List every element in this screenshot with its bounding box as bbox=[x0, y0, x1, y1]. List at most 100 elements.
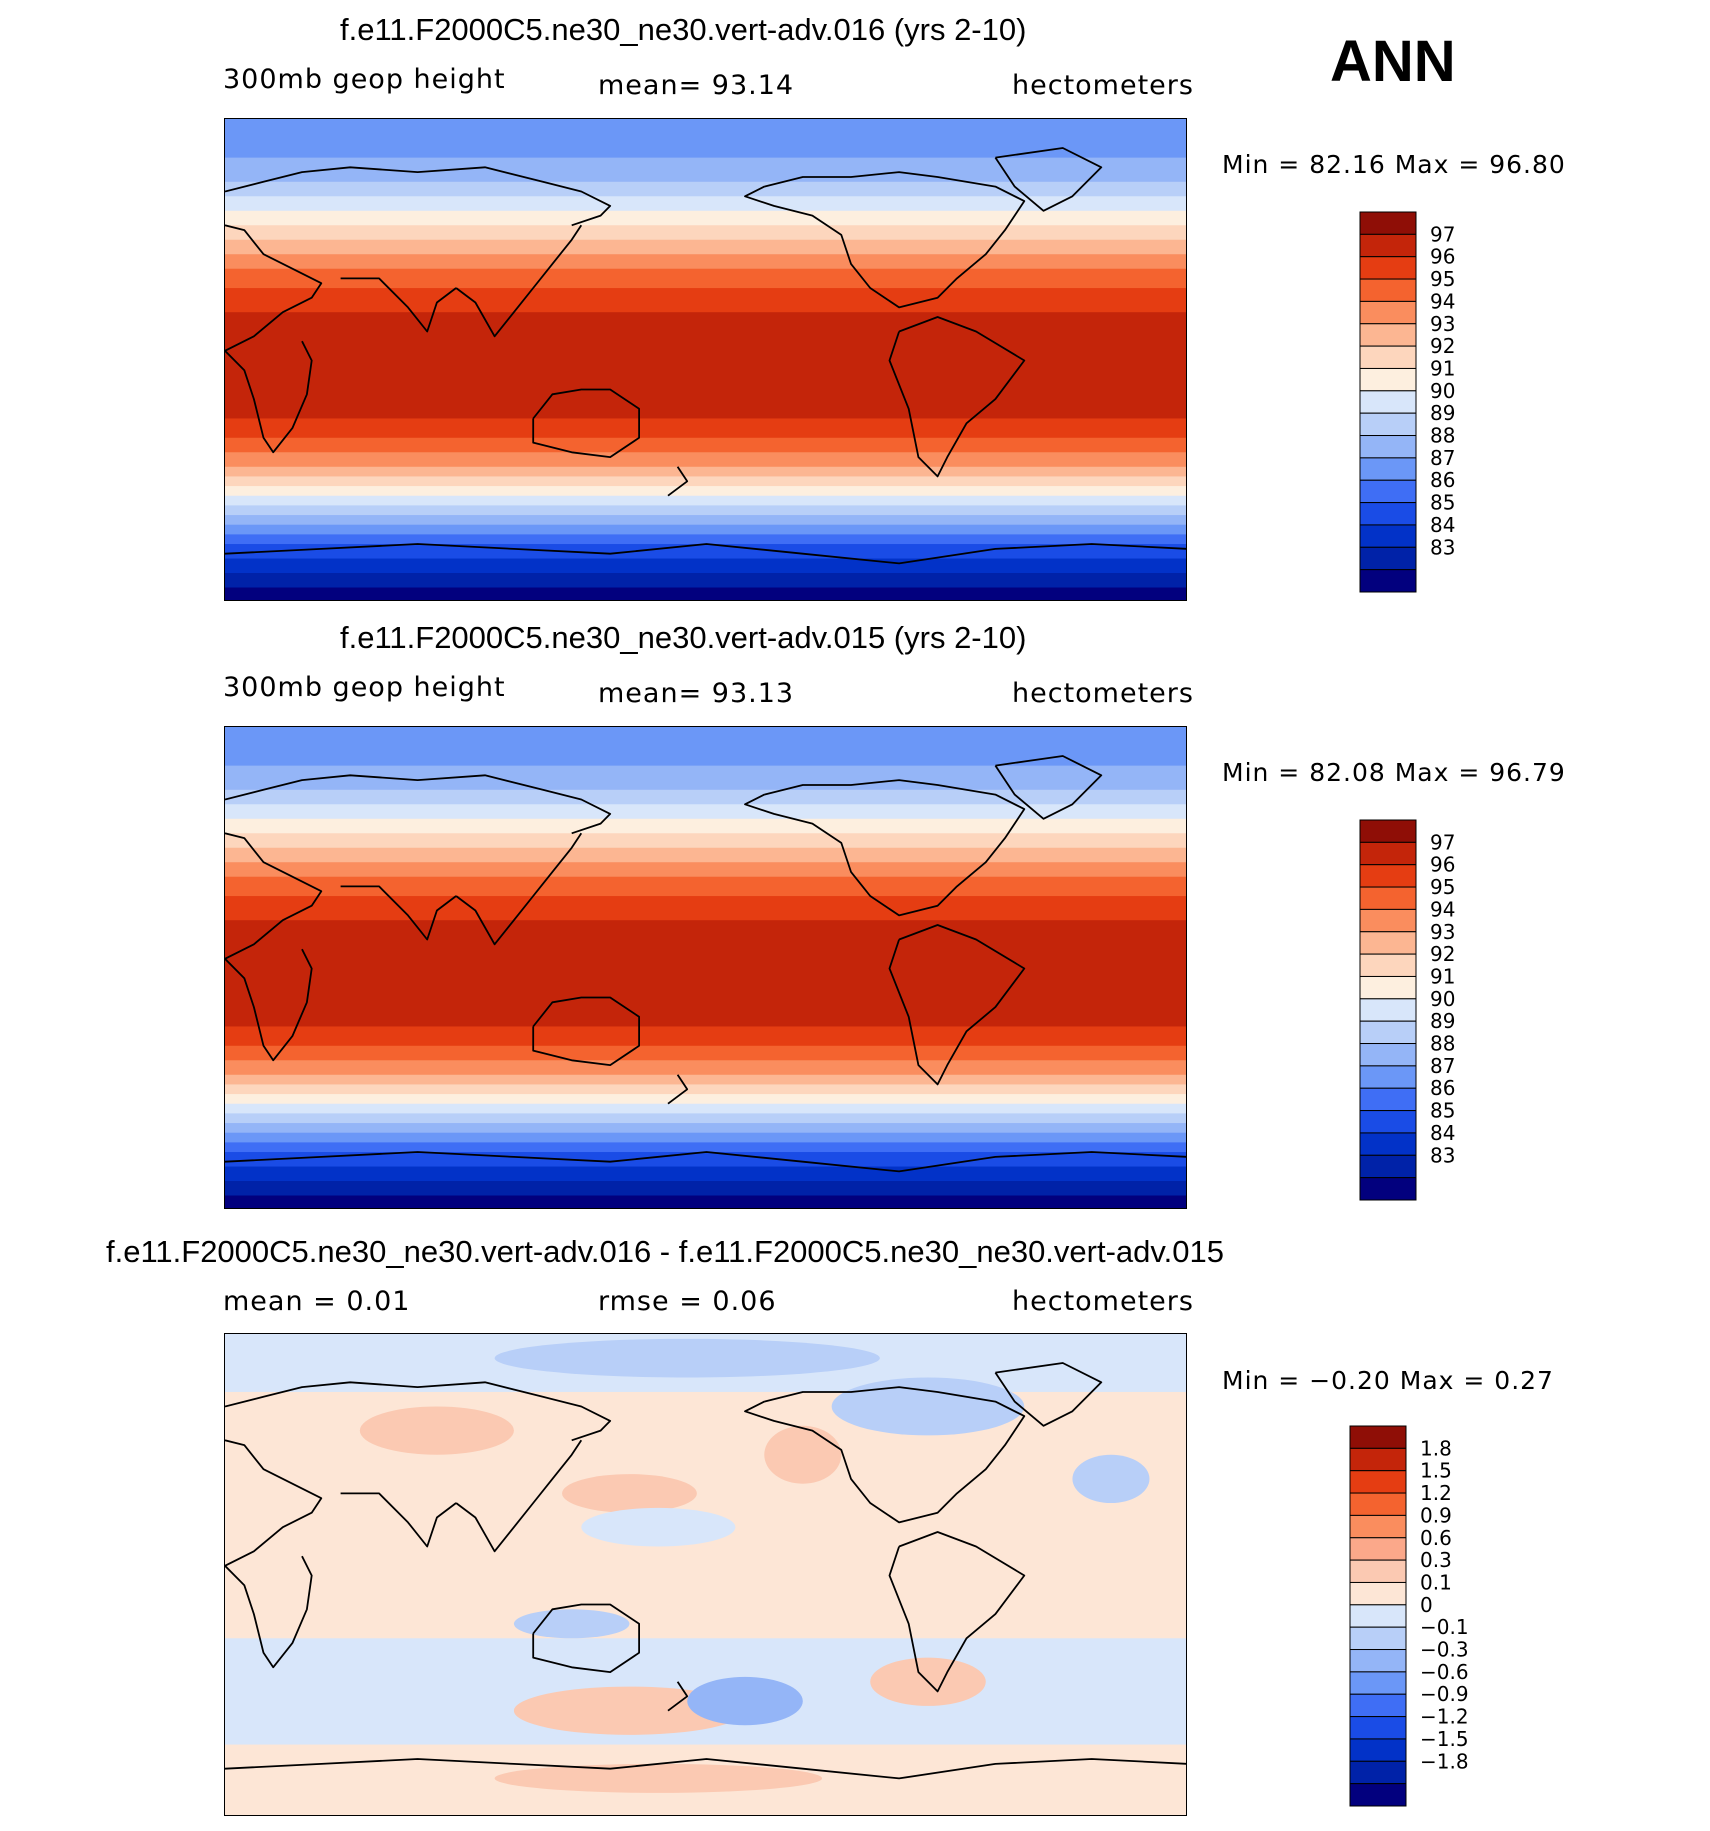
colorbar-swatch bbox=[1359, 457, 1417, 481]
colorbar-tick-label: 92 bbox=[1430, 334, 1455, 358]
panel-3-title: f.e11.F2000C5.ne30_ne30.vert-adv.016 - f… bbox=[106, 1234, 1224, 1269]
colorbar-swatch bbox=[1359, 323, 1417, 347]
contour-band bbox=[225, 1084, 1186, 1096]
colorbar-tick-label: 95 bbox=[1430, 875, 1455, 899]
colorbar-swatch bbox=[1359, 1043, 1417, 1067]
contour-band bbox=[225, 833, 1186, 849]
colorbar-tick-label: 91 bbox=[1430, 964, 1455, 988]
contour-band bbox=[225, 196, 1186, 212]
colorbar-swatch bbox=[1359, 412, 1417, 437]
colorbar-swatch bbox=[1349, 1604, 1407, 1628]
coastline bbox=[225, 1151, 1186, 1173]
coastline bbox=[994, 147, 1103, 212]
colorbar-tick-label: 89 bbox=[1430, 1009, 1455, 1033]
coastline bbox=[532, 996, 641, 1067]
panel-1-minmax: Min = 82.16 Max = 96.80 bbox=[1222, 150, 1566, 179]
panel-2-variable: 300mb geop height bbox=[223, 672, 506, 703]
colorbar-tick-label: 88 bbox=[1430, 424, 1455, 448]
colorbar-swatch bbox=[1359, 841, 1417, 866]
colorbar-swatch bbox=[1359, 211, 1417, 235]
colorbar-tick-label: −1.2 bbox=[1420, 1705, 1469, 1729]
coastline bbox=[455, 1439, 583, 1553]
coastline bbox=[225, 543, 1186, 565]
colorbar-tick-label: 95 bbox=[1430, 267, 1455, 291]
colorbar-swatch bbox=[1359, 953, 1417, 977]
colorbar-tick-label: 0.3 bbox=[1420, 1548, 1452, 1572]
colorbar-swatch bbox=[1359, 1177, 1417, 1201]
colorbar-swatch bbox=[1349, 1738, 1407, 1762]
contour-band bbox=[225, 1060, 1186, 1076]
colorbar-tick-label: 88 bbox=[1430, 1032, 1455, 1056]
colorbar-tick-label: 84 bbox=[1430, 1121, 1455, 1145]
contour-band bbox=[225, 418, 1186, 439]
panel-2-map bbox=[224, 726, 1187, 1209]
colorbar-swatch bbox=[1349, 1716, 1407, 1740]
panel-2-colorbar: 97 96 95 94 93 92 91 90 89 88 87 86 85 84 83 bbox=[1359, 819, 1520, 1201]
contour-band bbox=[225, 239, 1186, 256]
contour-band bbox=[225, 1045, 1186, 1062]
contour-anomaly bbox=[359, 1406, 514, 1455]
contour-band bbox=[225, 818, 1186, 835]
panel-1-variable: 300mb geop height bbox=[223, 64, 506, 95]
colorbar-tick-label: 94 bbox=[1430, 897, 1455, 921]
colorbar-tick-label: 0.1 bbox=[1420, 1570, 1452, 1594]
coastline bbox=[994, 755, 1103, 820]
contour-band bbox=[225, 920, 1186, 1028]
contour-band bbox=[225, 558, 1186, 575]
contour-band bbox=[225, 515, 1186, 526]
contour-band bbox=[225, 804, 1186, 820]
colorbar-tick-label: 84 bbox=[1430, 513, 1455, 537]
coastline bbox=[888, 924, 1026, 1086]
panel-2-minmax: Min = 82.08 Max = 96.79 bbox=[1222, 758, 1566, 787]
contour-band bbox=[225, 876, 1186, 898]
colorbar-swatch bbox=[1359, 1110, 1417, 1134]
contour-band bbox=[225, 1181, 1186, 1197]
contour-band bbox=[225, 505, 1186, 517]
colorbar-swatch bbox=[1359, 300, 1417, 325]
colorbar-swatch bbox=[1359, 886, 1417, 910]
coastline bbox=[225, 1758, 1186, 1780]
colorbar-swatch bbox=[1359, 390, 1417, 414]
colorbar-tick-label: 92 bbox=[1430, 942, 1455, 966]
colorbar-swatch bbox=[1349, 1537, 1407, 1561]
season-label: ANN bbox=[1330, 29, 1456, 94]
colorbar-tick-label: 97 bbox=[1430, 222, 1455, 246]
coastline bbox=[225, 1555, 313, 1669]
contour-anomaly bbox=[831, 1377, 1025, 1436]
coastline bbox=[455, 224, 583, 338]
contour-band bbox=[225, 119, 1186, 159]
panel-3-map bbox=[224, 1333, 1187, 1816]
panel-2-units: hectometers bbox=[1012, 678, 1194, 709]
coastline bbox=[744, 171, 1026, 309]
contour-band bbox=[225, 254, 1186, 270]
colorbar-swatch bbox=[1359, 1154, 1417, 1179]
panel-3-mean: mean = 0.01 bbox=[223, 1286, 411, 1317]
colorbar-swatch bbox=[1349, 1671, 1407, 1695]
contour-band bbox=[225, 157, 1186, 183]
colorbar-tick-label: 85 bbox=[1430, 491, 1455, 515]
contour-band bbox=[225, 789, 1186, 806]
contour-band bbox=[225, 765, 1186, 791]
coastline bbox=[340, 277, 457, 333]
colorbar-tick-label: 97 bbox=[1430, 830, 1455, 854]
colorbar-tick-label: 89 bbox=[1430, 401, 1455, 425]
colorbar-tick-label: 87 bbox=[1430, 1054, 1455, 1078]
colorbar-swatch bbox=[1359, 819, 1417, 843]
colorbar-swatch bbox=[1359, 998, 1417, 1022]
contour-band bbox=[225, 1166, 1186, 1183]
contour-band bbox=[225, 1123, 1186, 1134]
coastline bbox=[225, 948, 313, 1062]
colorbar-swatch bbox=[1349, 1760, 1407, 1785]
contour-anomaly bbox=[764, 1425, 842, 1484]
contour-band bbox=[225, 437, 1186, 454]
colorbar-swatch bbox=[1359, 975, 1417, 1000]
colorbar-swatch bbox=[1349, 1514, 1407, 1539]
panel-1-mean: mean= 93.14 bbox=[598, 70, 795, 101]
contour-band bbox=[225, 1195, 1186, 1208]
contour-band bbox=[225, 1103, 1186, 1115]
panel-1-units: hectometers bbox=[1012, 70, 1194, 101]
colorbar-swatch bbox=[1349, 1492, 1407, 1516]
colorbar-swatch bbox=[1349, 1783, 1407, 1807]
colorbar-swatch bbox=[1349, 1581, 1407, 1606]
colorbar-tick-label: 90 bbox=[1430, 987, 1455, 1011]
